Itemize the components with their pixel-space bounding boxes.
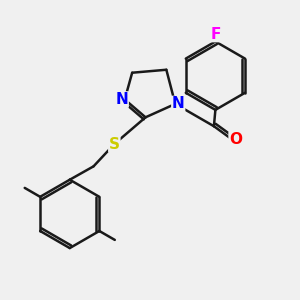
Text: S: S [109,136,120,152]
Text: N: N [116,92,128,107]
Text: N: N [172,96,184,111]
Text: F: F [210,27,220,42]
Text: O: O [229,132,242,147]
